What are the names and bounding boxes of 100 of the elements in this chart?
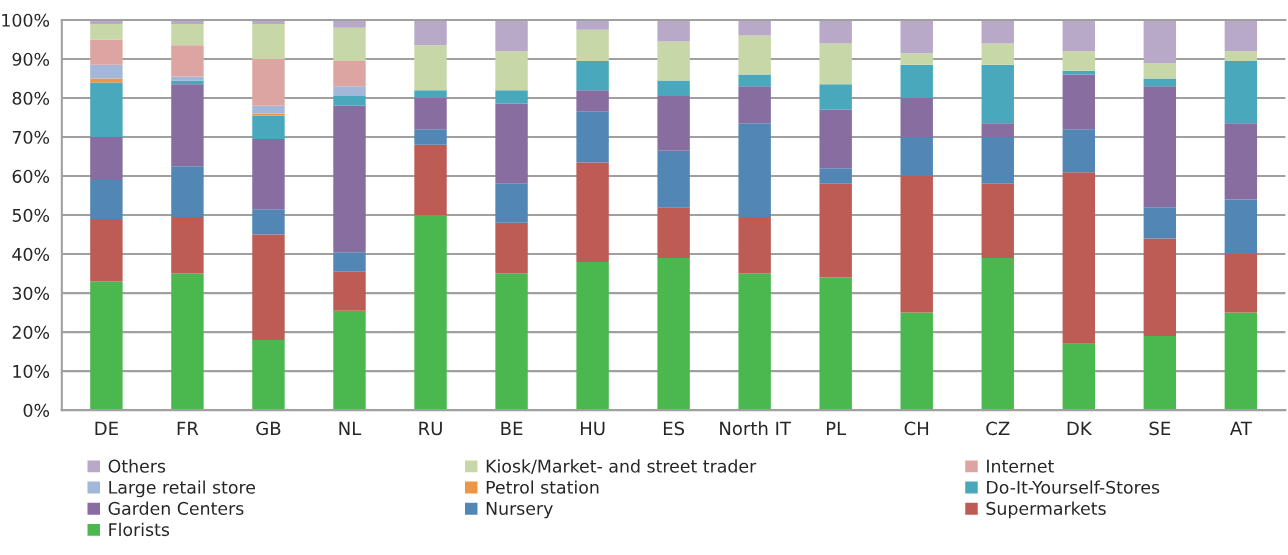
bar bbox=[657, 41, 690, 81]
bar bbox=[333, 86, 366, 97]
bar bbox=[252, 339, 285, 411]
y-tick-label: 80% bbox=[12, 91, 50, 105]
y-tick-label: 70% bbox=[12, 130, 50, 144]
bar bbox=[1143, 238, 1177, 337]
bar bbox=[252, 59, 285, 106]
legend-label: Do-It-Yourself-Stores bbox=[987, 480, 1160, 494]
bar bbox=[495, 19, 528, 52]
x-tick-label: HU bbox=[580, 421, 605, 436]
bar bbox=[495, 90, 528, 104]
bar bbox=[171, 217, 204, 274]
bar bbox=[657, 19, 690, 42]
bar bbox=[819, 183, 852, 278]
bar bbox=[495, 183, 528, 223]
bar bbox=[90, 218, 123, 282]
bar bbox=[333, 310, 366, 411]
bar bbox=[1062, 129, 1095, 173]
bar bbox=[819, 277, 852, 411]
bar bbox=[252, 234, 285, 340]
x-tick-label: RU bbox=[419, 421, 442, 436]
bar bbox=[252, 209, 285, 235]
bar bbox=[981, 257, 1014, 411]
bar bbox=[1224, 254, 1258, 313]
bar bbox=[1143, 207, 1177, 239]
bar bbox=[657, 96, 690, 151]
legend-label: Others bbox=[108, 459, 166, 473]
legend-label: Supermarkets bbox=[986, 501, 1106, 519]
bar bbox=[900, 98, 933, 138]
x-tick-label: DK bbox=[1067, 421, 1093, 435]
bar bbox=[1224, 312, 1258, 411]
bar bbox=[414, 98, 447, 130]
bar bbox=[1143, 62, 1177, 79]
bar bbox=[900, 176, 933, 313]
bar bbox=[1062, 74, 1095, 130]
bar bbox=[657, 207, 690, 258]
bar bbox=[414, 19, 447, 46]
x-tick-label: BE bbox=[501, 421, 523, 435]
bar bbox=[414, 45, 447, 91]
bar bbox=[495, 51, 528, 91]
bar bbox=[738, 86, 771, 124]
legend-label: Nursery bbox=[486, 502, 553, 519]
bar bbox=[738, 123, 771, 218]
y-tick-label: 50% bbox=[12, 208, 50, 222]
bar bbox=[576, 261, 609, 411]
x-tick-label: CH bbox=[904, 421, 929, 436]
bar bbox=[90, 64, 123, 79]
x-tick-label: CZ bbox=[986, 421, 1010, 436]
bar bbox=[1224, 123, 1258, 200]
y-tick-label: 60% bbox=[12, 169, 50, 183]
legend-label: Florists bbox=[109, 522, 170, 537]
bar bbox=[171, 84, 204, 167]
bar bbox=[900, 19, 933, 54]
bar bbox=[414, 144, 447, 216]
bar bbox=[90, 137, 123, 180]
legend-label: Internet bbox=[987, 459, 1054, 473]
bar bbox=[333, 19, 366, 28]
bar bbox=[414, 215, 447, 411]
bar bbox=[981, 64, 1014, 124]
bar bbox=[1143, 19, 1177, 63]
bar bbox=[1143, 336, 1177, 411]
x-tick-label: GB bbox=[256, 421, 281, 436]
bar bbox=[171, 80, 204, 85]
bar bbox=[900, 312, 933, 411]
bar bbox=[333, 96, 366, 106]
bar bbox=[333, 60, 366, 87]
bar bbox=[576, 162, 609, 262]
bar bbox=[981, 137, 1014, 184]
y-tick-label: 40% bbox=[12, 247, 50, 261]
y-tick-label: 30% bbox=[12, 286, 50, 300]
bar bbox=[495, 222, 528, 274]
x-tick-label: FR bbox=[177, 421, 199, 435]
bar bbox=[738, 217, 771, 274]
bar bbox=[576, 29, 609, 61]
bar bbox=[981, 19, 1014, 44]
bar bbox=[90, 179, 123, 219]
bar bbox=[657, 150, 690, 208]
bar bbox=[171, 23, 204, 46]
bar bbox=[495, 273, 528, 411]
y-tick-label: 0% bbox=[23, 403, 50, 417]
x-tick-label: PL bbox=[826, 421, 847, 435]
bar bbox=[576, 90, 609, 112]
bar bbox=[252, 115, 285, 139]
bar bbox=[333, 27, 366, 61]
bar bbox=[981, 123, 1014, 138]
bar bbox=[738, 19, 771, 36]
y-tick-label: 100% bbox=[2, 13, 50, 27]
x-tick-label: ES bbox=[663, 421, 685, 436]
bar bbox=[657, 80, 690, 97]
bar bbox=[819, 84, 852, 110]
bar bbox=[1062, 343, 1095, 411]
bar bbox=[819, 19, 852, 44]
bar bbox=[1224, 60, 1258, 124]
x-tick-label: North IT bbox=[720, 421, 792, 436]
y-tick-label: 20% bbox=[12, 325, 50, 339]
bar bbox=[333, 105, 366, 253]
bar bbox=[738, 273, 771, 411]
bar bbox=[171, 45, 204, 77]
bar bbox=[576, 111, 609, 163]
bar bbox=[1224, 51, 1258, 61]
